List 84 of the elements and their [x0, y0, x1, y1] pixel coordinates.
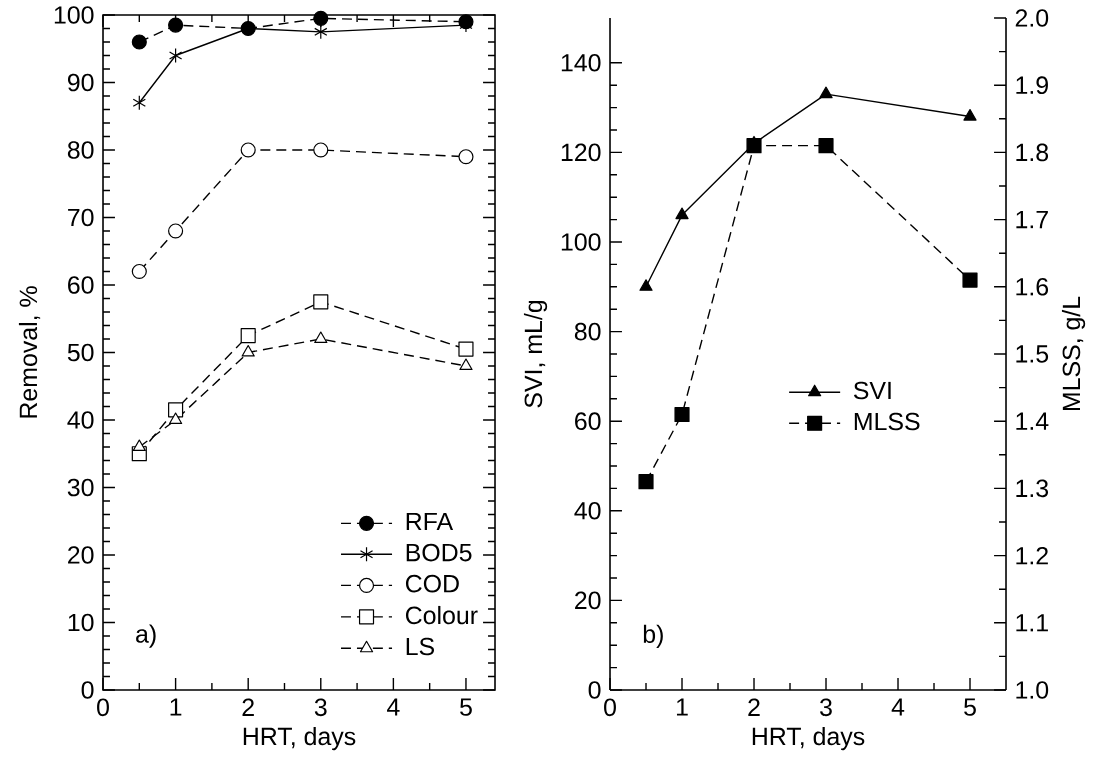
y-tick-label: 140	[561, 53, 601, 72]
y-tick-label: 40	[574, 501, 601, 520]
x-tick-label: 3	[314, 698, 327, 717]
y-tick-label: 100	[561, 233, 601, 251]
y2-tick-label: 1.0	[1016, 681, 1049, 699]
point	[240, 142, 256, 158]
point	[131, 263, 147, 280]
y-tick-label: 10	[68, 613, 94, 632]
point	[241, 344, 255, 357]
y-tick-label: 120	[561, 143, 601, 162]
point	[132, 439, 146, 452]
y2-tick-label: 2.0	[1015, 9, 1049, 27]
y2-tick-label: 1.9	[1016, 76, 1048, 95]
y2-tick-label: 1.3	[1016, 479, 1049, 498]
y2-tick-label: 1.5	[1016, 345, 1049, 363]
point	[458, 341, 474, 357]
y-tick-label: 40	[67, 411, 94, 429]
x-tick-label: 3	[820, 698, 832, 717]
point	[313, 10, 329, 26]
x-tick-label: 5	[964, 698, 976, 716]
point	[313, 142, 329, 158]
point	[168, 223, 184, 239]
legend-label: LS	[406, 637, 435, 656]
point	[168, 402, 184, 418]
y-tick-label: 50	[67, 343, 94, 362]
y-tick-label: 90	[67, 73, 94, 92]
point	[819, 86, 833, 99]
y-tick-label: 60	[68, 276, 94, 294]
y-tick-label: 80	[574, 322, 601, 341]
x-tick-label: 2	[242, 698, 254, 716]
y2-tick-label: 1.7	[1016, 211, 1048, 229]
point	[818, 138, 834, 154]
y2-tick-label: 1.4	[1016, 412, 1049, 430]
y2-tick-label: 1.2	[1016, 546, 1048, 565]
y-tick-label: 30	[67, 478, 94, 497]
legend-label: BOD5	[406, 543, 472, 562]
legend-label: Colour	[405, 605, 478, 625]
legend-label: COD	[405, 574, 459, 593]
y2-tick-label: 1.8	[1016, 143, 1049, 162]
y-tick-label: 0	[81, 681, 94, 699]
point	[168, 17, 184, 33]
point	[639, 279, 653, 291]
x-tick-label: 2	[748, 698, 760, 716]
y2-tick-label: 1.6	[1016, 277, 1049, 296]
legend-label: MLSS	[854, 412, 920, 431]
point	[168, 412, 183, 425]
x-tick-label: 4	[387, 698, 400, 716]
y-tick-label: 70	[68, 208, 94, 227]
point	[638, 474, 654, 490]
y-tick-label: 100	[54, 6, 94, 24]
x-tick-label: 5	[460, 698, 472, 716]
y-tick-label: 80	[67, 141, 94, 159]
legend-label: SVI	[853, 381, 891, 400]
point	[458, 149, 474, 165]
y2-tick-label: 1.1	[1016, 614, 1048, 632]
point	[240, 328, 256, 344]
point	[132, 95, 146, 111]
point	[131, 34, 147, 50]
y-tick-label: 20	[68, 546, 94, 564]
point	[459, 358, 473, 371]
x-tick-label: 4	[891, 698, 905, 716]
y2-axis-title: MLSS, g/L	[1061, 296, 1086, 411]
x-tick-label: 1	[676, 698, 688, 716]
x-axis-title: HRT, days	[752, 726, 865, 751]
point	[314, 331, 328, 344]
point	[674, 406, 690, 423]
point	[675, 207, 689, 220]
point	[962, 272, 978, 288]
y-tick-label: 60	[575, 412, 601, 431]
y-tick-label: 0	[588, 681, 601, 699]
annotation: a)	[136, 624, 156, 648]
point	[314, 24, 328, 40]
y-axis-title: SVI, mL/g	[523, 300, 548, 408]
x-tick-label: 1	[170, 698, 182, 716]
point	[168, 47, 183, 64]
legend-label: RFA	[406, 512, 454, 531]
x-tick-label: 0	[604, 698, 616, 717]
annotation: b)	[643, 624, 663, 648]
point	[963, 108, 977, 121]
y-tick-label: 20	[575, 591, 601, 610]
y-axis-title: Removal, %	[18, 286, 41, 418]
x-tick-label: 0	[97, 698, 109, 717]
point	[313, 294, 329, 310]
x-axis-title: HRT, days	[243, 726, 356, 751]
